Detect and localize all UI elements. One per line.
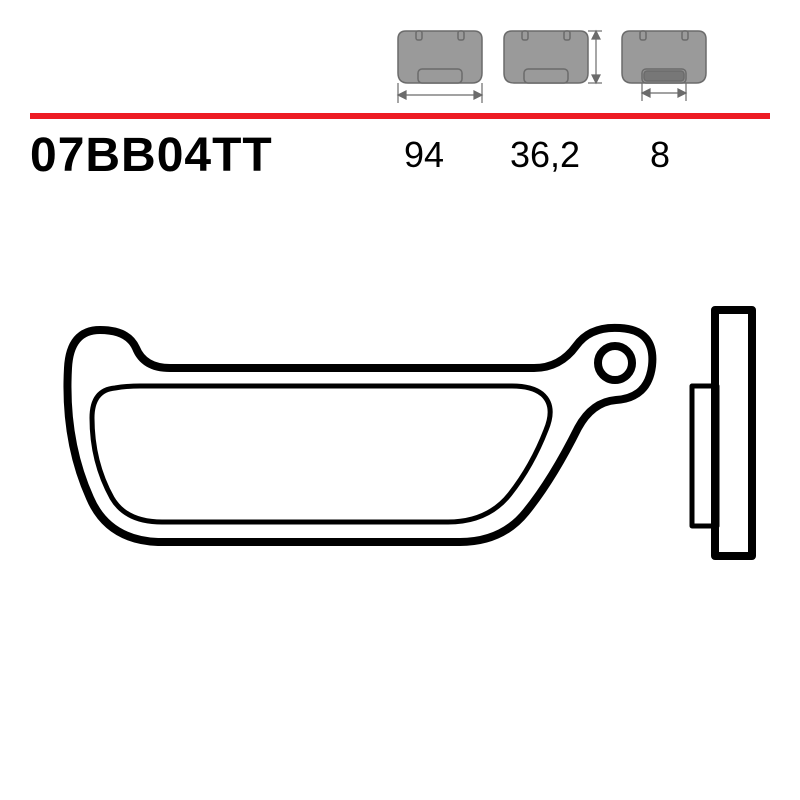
dimension-icon-width bbox=[386, 25, 494, 107]
dimension-icon-thickness bbox=[610, 25, 718, 107]
brake-pad-drawing bbox=[40, 290, 760, 620]
page: 07BB04TT 94 36,2 8 bbox=[0, 0, 800, 800]
separator-line bbox=[30, 113, 770, 119]
dimension-icon-height bbox=[498, 25, 606, 107]
product-code: 07BB04TT bbox=[30, 128, 273, 183]
dimension-height-value: 36,2 bbox=[510, 134, 580, 176]
dimension-width-value: 94 bbox=[404, 134, 444, 176]
dimension-thickness-value: 8 bbox=[650, 134, 670, 176]
